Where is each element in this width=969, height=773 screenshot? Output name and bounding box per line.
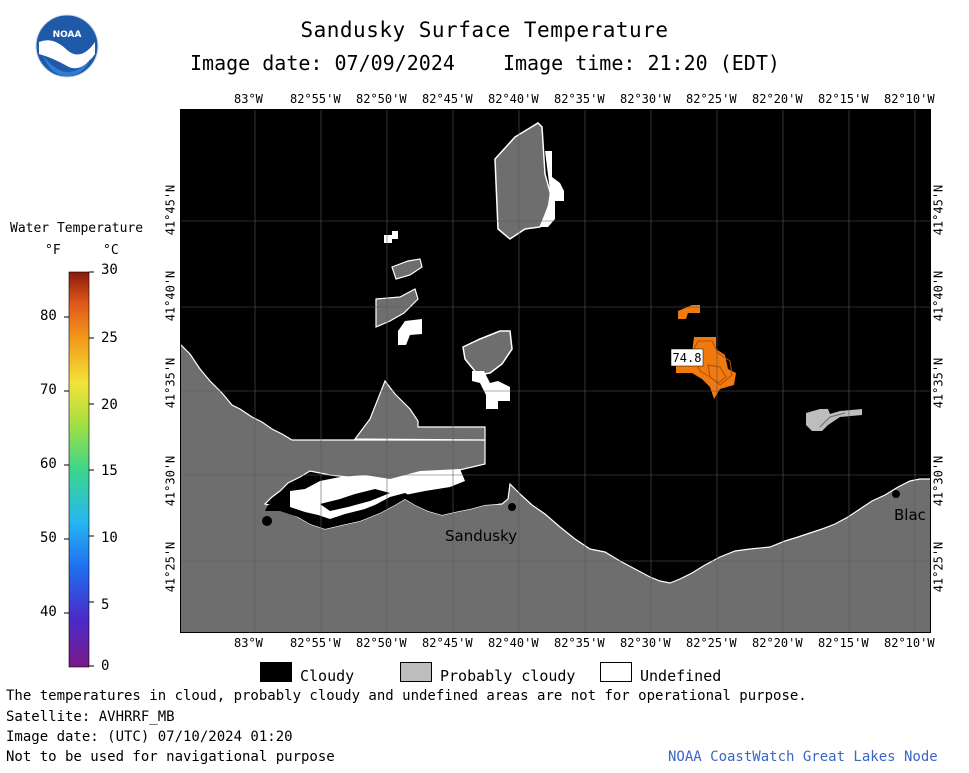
lat-label: 41°35'N [163,357,178,409]
lon-label: 83°W [234,92,263,106]
lon-label: 82°10'W [884,92,935,106]
temperature-colorbar [64,271,94,668]
lon-label: 82°20'W [752,92,803,106]
legend-swatch-cloudy [260,662,292,682]
lon-label: 82°55'W [290,92,341,106]
unit-celsius: °C [103,243,119,258]
image-time: Image time: 21:20 (EDT) [502,51,780,75]
image-datetime: Image date: 07/09/2024 Image time: 21:20… [190,51,816,75]
warm-water-patch [675,337,736,399]
noaa-logo-text: NOAA [53,30,82,40]
lon-label: 82°40'W [488,92,539,106]
c-tick: 10 [101,530,118,546]
sst-map: 74.8 Sandusky Blac [180,109,931,633]
lat-label: 41°45'N [163,184,178,236]
legend-label-undefined: Undefined [640,667,722,685]
lat-label: 41°40'N [163,270,178,322]
lon-label: 82°30'W [620,92,671,106]
noaa-logo: NOAA [35,14,99,78]
lon-label: 82°35'W [554,636,605,650]
lon-label: 82°20'W [752,636,803,650]
lat-label: 41°25'N [163,541,178,593]
city-marker [892,490,900,498]
lat-label: 41°35'N [931,357,946,409]
lat-label: 41°45'N [931,184,946,236]
temp-label-box [670,348,704,367]
utc-date-text: Image date: (UTC) 07/10/2024 01:20 [6,729,293,745]
lat-label: 41°25'N [931,541,946,593]
lon-label: 82°50'W [356,92,407,106]
image-date: Image date: 07/09/2024 [190,51,455,75]
lon-label: 82°35'W [554,92,605,106]
city-marker [262,516,272,526]
map-frame [180,109,931,633]
undefined-area [392,231,398,239]
legend-label-cloudy: Cloudy [300,667,355,685]
lat-label: 41°40'N [931,270,946,322]
legend-swatch-undefined [600,662,632,682]
c-tick: 25 [101,330,118,346]
lon-label: 82°45'W [422,636,473,650]
f-tick: 50 [40,530,57,546]
undefined-area [398,319,422,345]
lon-label: 82°15'W [818,92,869,106]
c-tick: 5 [101,597,110,613]
undefined-area [472,371,510,409]
c-tick: 20 [101,397,118,413]
navigation-warning: Not to be used for navigational purpose [6,749,335,765]
c-tick: 15 [101,463,118,479]
lat-label: 41°30'N [931,455,946,507]
city-marker [508,503,516,511]
lon-label: 83°W [234,636,263,650]
probably-cloudy-area [806,409,862,431]
lon-label: 82°55'W [290,636,341,650]
warm-water-patch [678,305,700,319]
island-small [391,258,423,280]
credit-text: NOAA CoastWatch Great Lakes Node [668,749,938,765]
f-tick: 40 [40,604,57,620]
island-kelleys [462,330,513,376]
lon-label: 82°10'W [884,636,935,650]
cloud-bay [265,493,502,529]
f-tick: 60 [40,456,57,472]
probably-cloudy-edge [819,412,846,428]
satellite-text: Satellite: AVHRRF_MB [6,709,175,725]
warm-water-contour [707,364,727,384]
colorbar-title: Water Temperature [10,221,144,236]
unit-fahrenheit: °F [45,243,61,258]
graticule [180,109,931,633]
lon-label: 82°50'W [356,636,407,650]
map-title: Sandusky Surface Temperature [300,18,669,42]
f-tick: 80 [40,308,57,324]
c-tick: 0 [101,658,110,674]
place-label-sandusky: Sandusky [445,527,517,545]
lon-label: 82°30'W [620,636,671,650]
disclaimer-text: The temperatures in cloud, probably clou… [6,688,807,704]
lat-label: 41°30'N [163,455,178,507]
lon-label: 82°25'W [686,92,737,106]
lon-label: 82°45'W [422,92,473,106]
legend-label-probably-cloudy: Probably cloudy [440,667,576,685]
undefined-area [320,489,390,511]
legend-swatch-probably-cloudy [400,662,432,682]
warm-water-contour [691,340,733,386]
lon-label: 82°25'W [686,636,737,650]
place-label-blac: Blac [894,506,926,524]
undefined-area [384,235,392,243]
colorbar-gradient [68,271,90,668]
c-tick: 30 [101,262,118,278]
land-peninsula [353,379,486,441]
island-small [375,288,419,328]
f-tick: 70 [40,382,57,398]
lon-label: 82°15'W [818,636,869,650]
temp-label: 74.8 [673,351,702,365]
lon-label: 82°40'W [488,636,539,650]
undefined-area [540,151,564,227]
